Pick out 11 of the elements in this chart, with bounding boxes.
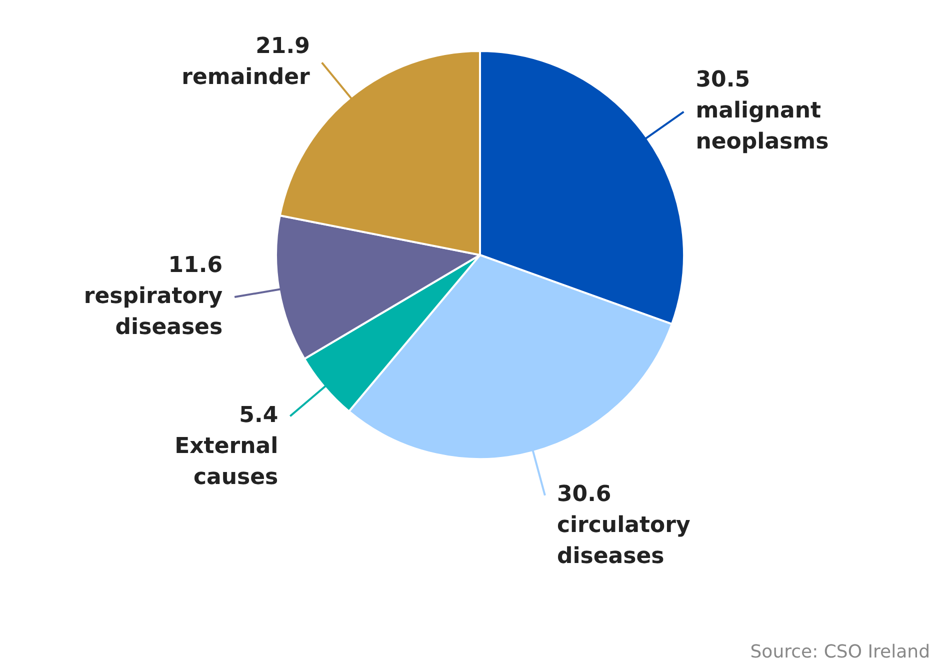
- slice-label: malignant neoplasms: [696, 98, 829, 155]
- slice-label: circulatory diseases: [556, 513, 690, 570]
- source-note: Source: CSO Ireland: [750, 642, 930, 663]
- slice-label: External causes: [174, 434, 278, 490]
- data-label: 11.6: [168, 252, 223, 278]
- data-label: 30.5: [696, 68, 750, 93]
- data-label: 21.9: [256, 34, 310, 59]
- data-label: 5.4: [239, 402, 278, 428]
- slice-label: respiratory diseases: [84, 284, 223, 340]
- slice-label: remainder: [182, 64, 310, 90]
- data-label: 30.6: [556, 482, 612, 508]
